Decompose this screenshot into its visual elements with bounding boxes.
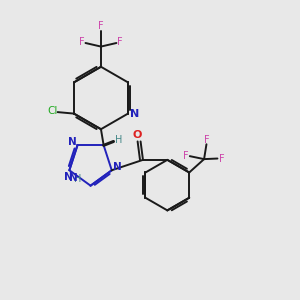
Text: N: N [68,137,76,147]
Text: H: H [74,174,81,184]
Text: H: H [115,135,122,145]
Text: N: N [64,172,73,182]
Text: O: O [133,130,142,140]
Text: F: F [183,151,189,160]
Text: F: F [118,37,123,47]
Text: N: N [113,162,122,172]
Text: Cl: Cl [47,106,57,116]
Text: F: F [218,154,224,164]
Text: F: F [204,134,209,145]
Text: F: F [79,37,85,47]
Text: F: F [98,21,104,32]
Text: N: N [130,109,139,118]
Text: N: N [69,173,78,183]
